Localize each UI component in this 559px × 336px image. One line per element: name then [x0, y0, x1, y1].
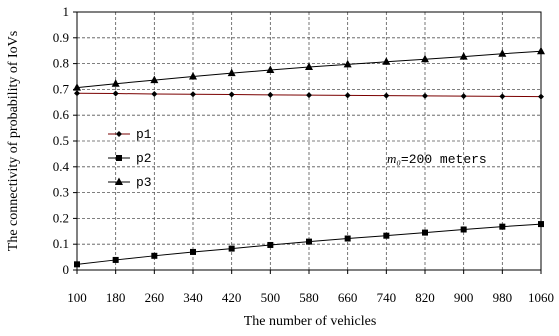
x-tick-label: 420: [222, 290, 242, 305]
x-tick-label: 660: [338, 290, 358, 305]
annotation-text: =200 meters: [401, 152, 487, 167]
legend-marker: [115, 177, 123, 185]
data-point-p1: [267, 91, 274, 98]
data-point-p3: [111, 79, 120, 87]
data-point-p1: [383, 92, 390, 99]
x-axis: 100 180 260 340 420 500 580 660 740 820 900 980 1060: [67, 270, 554, 305]
data-point-p1: [112, 90, 119, 97]
data-point-p2: [383, 232, 390, 239]
data-point-p3: [382, 57, 391, 65]
data-point-p1: [151, 91, 158, 98]
data-point-p1: [422, 92, 428, 99]
x-tick-label: 900: [454, 290, 474, 305]
x-tick-label: 340: [183, 290, 203, 305]
data-point-p3: [459, 52, 468, 60]
x-tick-label: 180: [106, 290, 126, 305]
y-tick-label: 0.9: [53, 30, 69, 45]
x-tick-label: 1060: [528, 290, 554, 305]
data-point-p1: [190, 91, 196, 98]
y-tick-label: 0.7: [53, 81, 70, 96]
y-tick-label: 0.5: [53, 133, 69, 148]
grid: [77, 12, 541, 270]
data-point-p2: [499, 223, 506, 230]
data-point-p3: [150, 75, 159, 84]
y-axis-title: The connectivity of probability of IoVs: [6, 31, 21, 251]
data-point-p2: [190, 248, 196, 255]
data-point-p1: [499, 93, 506, 100]
legend-item-p2: p2: [108, 151, 152, 166]
series-group: [73, 46, 545, 268]
y-tick-label: 1: [63, 4, 70, 19]
legend-label: p2: [136, 151, 152, 166]
y-tick-label: 0.2: [53, 210, 69, 225]
data-point-p2: [422, 229, 428, 236]
x-tick-label: 980: [493, 290, 513, 305]
data-point-p3: [189, 72, 197, 80]
data-point-p2: [151, 252, 158, 259]
data-point-p3: [266, 65, 275, 74]
data-point-p1: [344, 92, 351, 99]
data-point-p3: [498, 49, 507, 57]
data-point-p1: [74, 90, 80, 97]
series-p1: [74, 90, 544, 100]
x-tick-label: 100: [67, 290, 87, 305]
x-tick-label: 820: [415, 290, 435, 305]
data-point-p3: [343, 59, 352, 68]
y-axis: 0 0.1 0.2 0.3 0.4 0.5 0.6 0.7 0.8 0.9 1: [53, 4, 77, 277]
legend-label: p1: [136, 127, 152, 142]
data-point-p2: [74, 261, 80, 268]
x-tick-label: 580: [299, 290, 319, 305]
data-point-p2: [228, 245, 235, 252]
x-tick-label: 740: [377, 290, 397, 305]
legend-item-p3: p3: [108, 175, 152, 190]
data-point-p2: [112, 256, 119, 263]
data-point-p3: [227, 68, 236, 77]
data-point-p1: [306, 92, 312, 99]
y-tick-label: 0.6: [53, 107, 70, 122]
x-axis-title: The number of vehicles: [244, 314, 377, 329]
y-tick-label: 0.3: [53, 185, 69, 200]
data-point-p2: [538, 221, 544, 228]
data-point-p2: [460, 226, 467, 233]
legend-item-p1: p1: [108, 127, 152, 142]
y-tick-label: 0.8: [53, 56, 69, 71]
y-tick-label: 0: [63, 262, 70, 277]
data-point-p2: [306, 238, 312, 245]
annotation-symbol: m₀: [387, 151, 401, 166]
data-point-p1: [538, 93, 544, 100]
y-tick-label: 0.4: [53, 159, 70, 174]
data-point-p3: [73, 83, 81, 91]
annotation: m₀=200 meters: [387, 151, 487, 167]
legend: p1 p2 p3: [108, 127, 152, 190]
data-point-p3: [537, 46, 545, 55]
x-tick-label: 260: [145, 290, 165, 305]
legend-marker: [116, 131, 122, 137]
x-tick-label: 500: [261, 290, 281, 305]
series-p2: [74, 221, 544, 268]
data-point-p3: [421, 54, 429, 63]
series-p3: [73, 46, 545, 91]
legend-marker: [116, 155, 122, 161]
data-point-p2: [344, 235, 351, 242]
data-point-p1: [228, 91, 235, 98]
legend-label: p3: [136, 175, 152, 190]
data-point-p2: [267, 241, 274, 248]
data-point-p1: [460, 93, 467, 100]
y-tick-label: 0.1: [53, 236, 69, 251]
data-point-p3: [305, 62, 313, 70]
